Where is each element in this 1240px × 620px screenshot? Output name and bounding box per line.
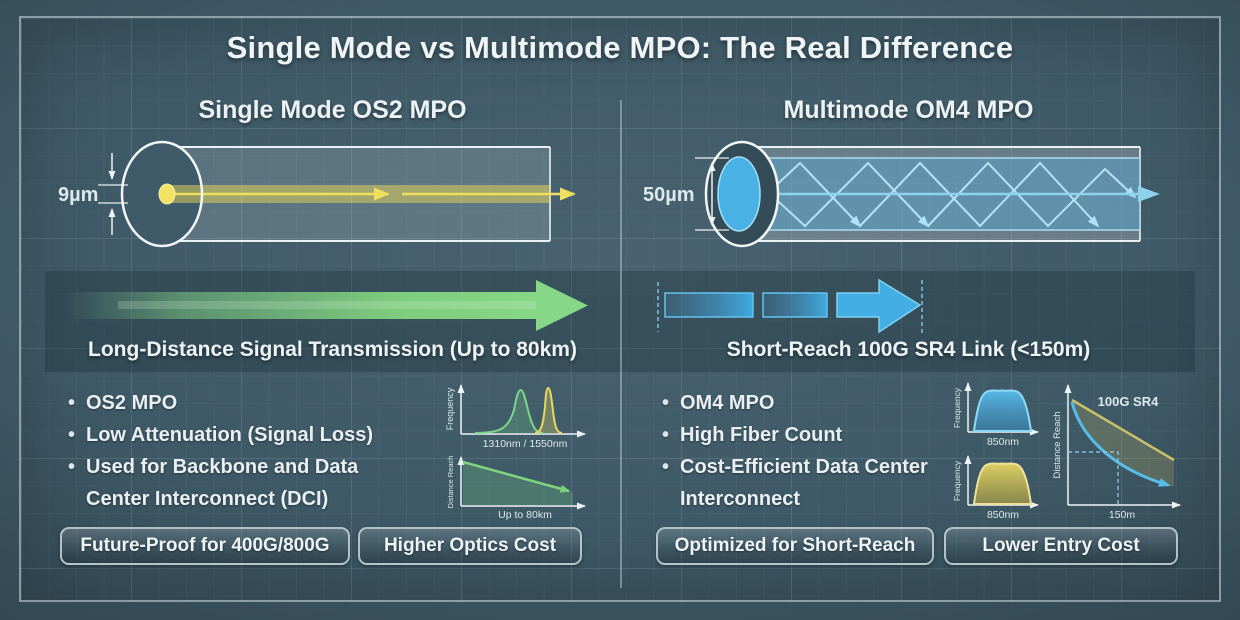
badge-higher-optics-cost: Higher Optics Cost xyxy=(358,527,582,565)
column-divider xyxy=(620,100,622,588)
right-feature-list: OM4 MPO High Fiber Count Cost-Efficient … xyxy=(660,387,955,515)
left-flow-caption: Long-Distance Signal Transmission (Up to… xyxy=(88,338,577,361)
axis-label-frequency: Frequency xyxy=(952,387,962,428)
list-item: OM4 MPO xyxy=(660,387,955,419)
fiber-end-face-left xyxy=(120,140,204,248)
right-column-header: Multimode OM4 MPO xyxy=(783,96,1034,124)
left-mini-charts: Frequency 1310nm / 1550nm Distance Reach… xyxy=(445,384,586,520)
series-label-100g-sr4: 100G SR4 xyxy=(1098,394,1159,409)
list-item: High Fiber Count xyxy=(660,419,955,451)
badge-lower-entry-cost: Lower Entry Cost xyxy=(944,527,1178,565)
axis-label-150m: 150m xyxy=(1109,509,1136,521)
reach-decay-curve xyxy=(1070,401,1171,487)
fiber-end-face-right xyxy=(704,140,780,248)
list-item: Low Attenuation (Signal Loss) xyxy=(66,419,401,451)
badge-optimized-short-reach: Optimized for Short-Reach xyxy=(656,527,934,565)
spectrum-peak-1310nm xyxy=(474,388,544,434)
core-diameter-label-left: 9µm xyxy=(58,184,98,206)
core-diameter-label-right: 50µm xyxy=(643,184,695,206)
spectrum-850nm-yellow xyxy=(972,462,1033,505)
left-column-header: Single Mode OS2 MPO xyxy=(198,96,467,124)
list-item: OS2 MPO xyxy=(66,387,401,419)
reach-trend-line xyxy=(462,460,571,493)
list-item: Cost-Efficient Data Center Interconnect xyxy=(660,451,955,515)
axis-label-850nm: 850nm xyxy=(987,436,1019,448)
single-mode-fiber-diagram: 9µm xyxy=(58,140,576,248)
axis-label-up-to-80km: Up to 80km xyxy=(498,509,552,520)
page-title: Single Mode vs Multimode MPO: The Real D… xyxy=(226,30,1014,65)
spectrum-850nm-blue xyxy=(972,389,1033,432)
axis-label-frequency: Frequency xyxy=(952,460,962,501)
fiber-core-single-mode xyxy=(158,183,176,205)
list-item: Used for Backbone and Data Center Interc… xyxy=(66,451,401,515)
fiber-core-multimode xyxy=(717,156,761,232)
multimode-fiber-diagram: 50µm xyxy=(643,140,1160,248)
axis-label-850nm: 850nm xyxy=(987,509,1019,521)
right-mini-charts: Frequency 850nm Frequency 850nm Distance… xyxy=(952,382,1181,521)
axis-label-distance-reach: Distance Reach xyxy=(1052,411,1063,478)
axis-label-wavelengths: 1310nm / 1550nm xyxy=(483,438,568,450)
short-reach-arrow xyxy=(657,278,923,334)
spectrum-peak-1550nm xyxy=(534,386,563,434)
long-distance-arrow xyxy=(64,280,588,331)
reach-band-upper-line xyxy=(1071,398,1175,462)
axis-label-frequency: Frequency xyxy=(445,387,455,430)
left-feature-list: OS2 MPO Low Attenuation (Signal Loss) Us… xyxy=(66,387,401,515)
badge-future-proof: Future-Proof for 400G/800G xyxy=(60,527,350,565)
axis-label-distance-reach: Distance Reach xyxy=(446,456,455,509)
right-flow-caption: Short-Reach 100G SR4 Link (<150m) xyxy=(726,338,1091,361)
